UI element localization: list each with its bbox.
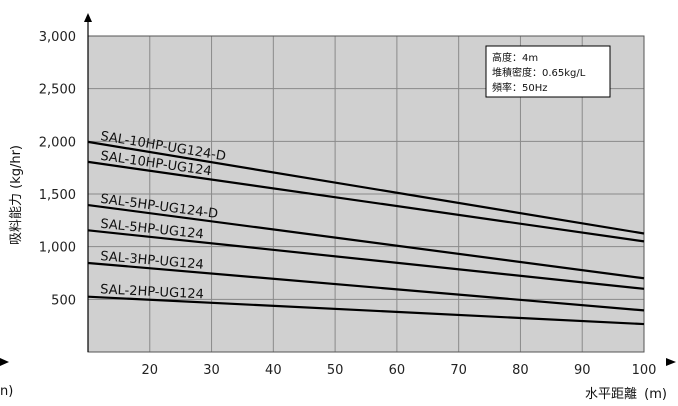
annotation-line-frequency: 頻率：50Hz bbox=[492, 81, 548, 94]
series-label: SAL-2HP-UG124 bbox=[100, 282, 204, 302]
series-line bbox=[87, 229, 645, 290]
series-line bbox=[87, 261, 645, 312]
series-line bbox=[87, 140, 645, 235]
annotation-line-height: 高度：4m bbox=[492, 51, 538, 64]
x-tick-label: 90 bbox=[574, 363, 591, 378]
series-line bbox=[87, 160, 645, 243]
y-tick-label: 3,000 bbox=[39, 30, 76, 45]
x-axis-title-label: 水平距離 bbox=[585, 387, 637, 402]
x-tick-label: 30 bbox=[203, 363, 220, 378]
y-ticks: 500 1,000 1,500 2,000 2,500 3,000 bbox=[39, 30, 76, 308]
x-tick-label: 40 bbox=[265, 363, 282, 378]
annotation-box: 高度：4m 堆積密度：0.65kg/L 頻率：50Hz bbox=[485, 45, 611, 98]
x-axis-arrow bbox=[666, 358, 676, 366]
x-axis-title-unit: (m) bbox=[644, 387, 667, 402]
x-ticks: 20 30 40 50 60 70 80 90 100 bbox=[142, 363, 657, 378]
left-edge-fragment: n) bbox=[0, 384, 13, 399]
x-tick-label: 60 bbox=[389, 363, 406, 378]
annotation-line-density: 堆積密度：0.65kg/L bbox=[492, 66, 586, 79]
y-tick-label: 2,000 bbox=[39, 135, 76, 150]
series-lines bbox=[87, 140, 645, 326]
y-tick-label: 1,000 bbox=[39, 241, 76, 256]
x-tick-label: 100 bbox=[632, 363, 657, 378]
series-line bbox=[87, 203, 645, 280]
y-tick-label: 500 bbox=[51, 293, 76, 308]
x-tick-label: 80 bbox=[512, 363, 529, 378]
x-tick-label: 50 bbox=[327, 363, 344, 378]
left-arrow-fragment bbox=[0, 358, 9, 366]
x-tick-label: 70 bbox=[450, 363, 467, 378]
x-tick-label: 20 bbox=[142, 363, 159, 378]
y-axis-arrow bbox=[84, 13, 92, 22]
x-axis-title: 水平距離 (m) bbox=[585, 387, 667, 402]
series-line bbox=[87, 295, 645, 326]
y-tick-label: 2,500 bbox=[39, 83, 76, 98]
y-axis-title: 吸料能力 (kg/hr) bbox=[9, 145, 24, 245]
y-tick-label: 1,500 bbox=[39, 188, 76, 203]
annotation-box-frame bbox=[485, 45, 611, 98]
